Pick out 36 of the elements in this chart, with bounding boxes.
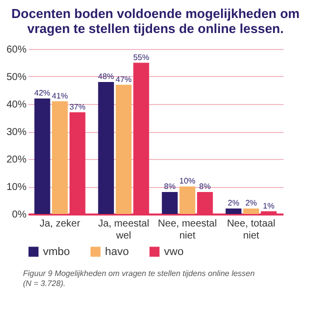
x-tick-label: Ja, zeker	[40, 218, 81, 230]
data-label: 37%	[69, 102, 86, 112]
data-label: 42%	[34, 88, 50, 98]
bar	[226, 208, 242, 214]
text: Figuur 9 Mogelijkheden om vragen te stellen tijdens online lessen (N = 3.728).	[23, 269, 256, 288]
bar	[162, 192, 178, 214]
data-label: 41%	[52, 91, 68, 100]
data-label: 2%	[245, 198, 257, 208]
chart-title: Docenten boden voldoende mogelijkheden om vragen te stellen tijdens de online lessen.	[11, 6, 300, 36]
y-tick-label: 50%	[6, 72, 27, 83]
y-tick-label: 30%	[6, 127, 27, 138]
x-tick-label: Ja, meestal wel	[98, 218, 150, 242]
legend-label: havo	[105, 246, 129, 258]
data-label: 1%	[262, 201, 274, 210]
y-tick-label: 0%	[12, 210, 27, 220]
y-tick-label: 10%	[6, 182, 27, 193]
bar	[179, 186, 196, 214]
legend-label: vmbo	[43, 246, 70, 258]
bar	[98, 82, 114, 214]
x-tick-label: Nee, totaal niet	[226, 218, 276, 242]
y-tick-label: 40%	[6, 100, 27, 110]
data-label: 55%	[133, 52, 150, 62]
data-label: 8%	[199, 182, 211, 191]
y-tick-label: 60%	[6, 44, 27, 56]
data-label: 10%	[179, 176, 196, 186]
bar	[116, 84, 132, 214]
y-tick-label: 20%	[6, 154, 27, 166]
data-label: 48%	[98, 72, 114, 81]
data-label: 8%	[164, 182, 176, 191]
bar	[34, 98, 50, 214]
bar	[243, 208, 260, 214]
x-tick-label: Nee, meestal niet	[158, 218, 217, 242]
data-label: 47%	[116, 74, 132, 84]
data-label: 2%	[228, 198, 240, 208]
legend-label: vwo	[164, 246, 184, 258]
bar	[52, 101, 68, 214]
